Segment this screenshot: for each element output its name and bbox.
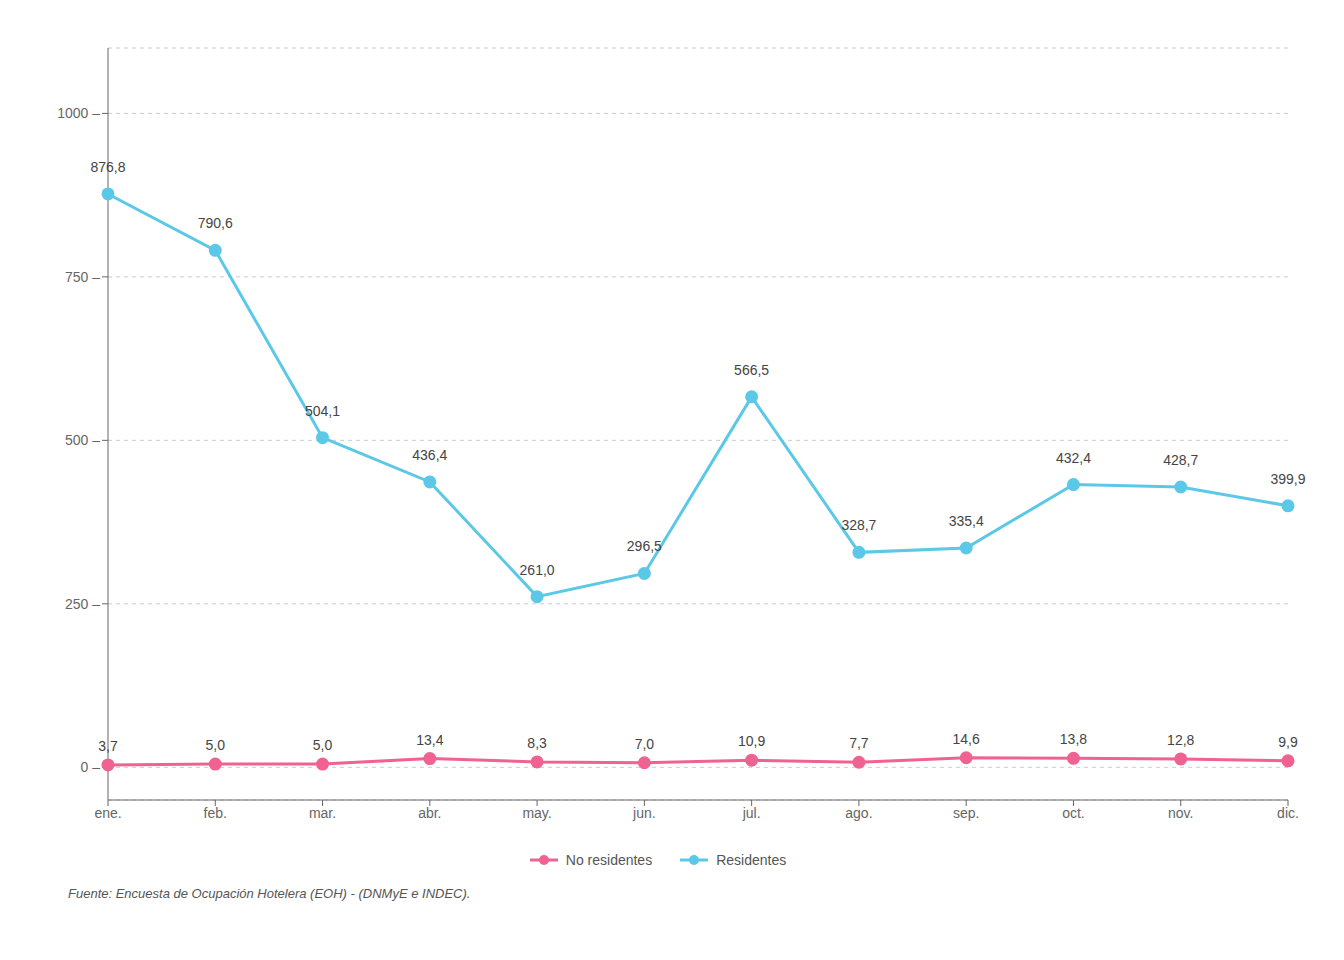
svg-text:jun.: jun. [632, 805, 656, 821]
svg-text:436,4: 436,4 [412, 447, 447, 463]
svg-text:12,8: 12,8 [1167, 732, 1194, 748]
svg-text:oct.: oct. [1062, 805, 1085, 821]
svg-text:399,9: 399,9 [1270, 471, 1305, 487]
svg-text:876,8: 876,8 [90, 159, 125, 175]
svg-text:790,6: 790,6 [198, 215, 233, 231]
svg-text:13,4: 13,4 [416, 732, 443, 748]
svg-text:ene.: ene. [94, 805, 121, 821]
svg-text:3,7: 3,7 [98, 738, 118, 754]
svg-text:750 –: 750 – [65, 269, 100, 285]
svg-text:250 –: 250 – [65, 596, 100, 612]
svg-text:500 –: 500 – [65, 432, 100, 448]
svg-text:328,7: 328,7 [841, 517, 876, 533]
svg-text:5,0: 5,0 [313, 737, 333, 753]
svg-text:335,4: 335,4 [949, 513, 984, 529]
svg-text:mar.: mar. [309, 805, 336, 821]
svg-text:504,1: 504,1 [305, 403, 340, 419]
svg-text:abr.: abr. [418, 805, 441, 821]
svg-text:10,9: 10,9 [738, 733, 765, 749]
svg-text:5,0: 5,0 [206, 737, 226, 753]
svg-text:13,8: 13,8 [1060, 731, 1087, 747]
svg-text:432,4: 432,4 [1056, 450, 1091, 466]
svg-text:261,0: 261,0 [520, 562, 555, 578]
svg-text:7,7: 7,7 [849, 735, 869, 751]
html-text:Residentes: Residentes [716, 852, 787, 868]
svg-text:jul.: jul. [742, 805, 761, 821]
svg-text:may.: may. [522, 805, 551, 821]
svg-text:296,5: 296,5 [627, 538, 662, 554]
svg-text:9,9: 9,9 [1278, 734, 1298, 750]
html-text:No residentes: No residentes [565, 852, 653, 868]
svg-text:0 –: 0 – [81, 759, 101, 775]
svg-text:1000 –: 1000 – [57, 105, 100, 121]
svg-text:feb.: feb. [204, 805, 227, 821]
svg-text:sep.: sep. [953, 805, 979, 821]
svg-text:14,6: 14,6 [953, 731, 980, 747]
svg-text:8,3: 8,3 [527, 735, 547, 751]
html-text:Fuente: Encuesta de Ocupación: Fuente: Encuesta de Ocupación Hotelera (… [68, 886, 471, 901]
svg-text:428,7: 428,7 [1163, 452, 1198, 468]
svg-text:7,0: 7,0 [635, 736, 655, 752]
svg-text:nov.: nov. [1168, 805, 1193, 821]
svg-text:ago.: ago. [845, 805, 872, 821]
svg-text:dic.: dic. [1277, 805, 1299, 821]
svg-text:566,5: 566,5 [734, 362, 769, 378]
